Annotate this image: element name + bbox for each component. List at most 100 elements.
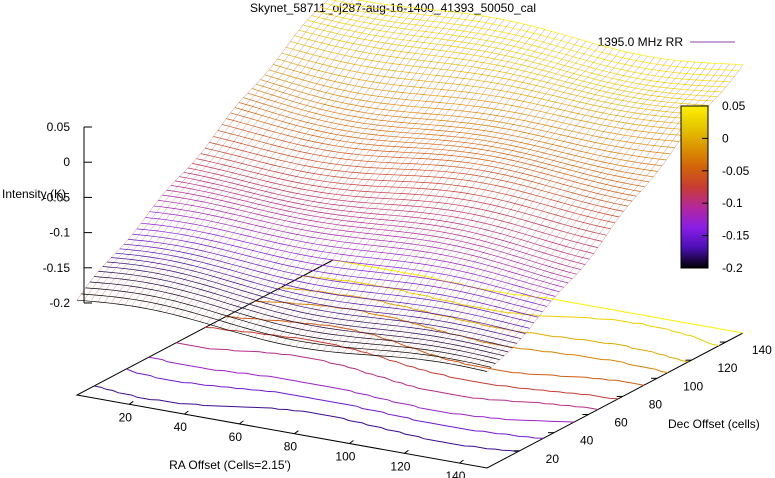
- surface-col: [213, 13, 470, 326]
- surface-col: [281, 27, 539, 345]
- surface-col: [377, 53, 634, 356]
- surface-col: [452, 62, 710, 365]
- surface-row: [81, 293, 492, 368]
- contour-line: [126, 368, 544, 439]
- contour-line: [332, 259, 744, 334]
- y-tick-label: 120: [717, 361, 737, 375]
- surface-col: [275, 25, 532, 343]
- surface-row: [222, 124, 633, 202]
- surface-row: [226, 118, 637, 197]
- surface-col: [295, 31, 552, 347]
- surface-col: [90, 0, 345, 302]
- y-tick-label: 100: [683, 379, 703, 393]
- surface-col: [172, 9, 429, 315]
- surface-col: [83, 0, 337, 301]
- x-tick-label: 60: [229, 430, 243, 444]
- contour-lines: [94, 259, 744, 453]
- surface-col: [165, 8, 422, 313]
- surface-col: [425, 60, 682, 361]
- x-tick-label: 80: [284, 440, 298, 454]
- surface-col: [138, 5, 395, 308]
- contour-line: [302, 275, 720, 347]
- surface-col: [398, 57, 655, 358]
- surface-col: [97, 0, 353, 303]
- surface-col: [370, 51, 627, 356]
- x-tick: [128, 400, 134, 405]
- surface-row: [209, 142, 620, 218]
- surface-col: [418, 60, 675, 360]
- z-tick-label: 0.05: [47, 120, 71, 134]
- surface-col: [466, 63, 723, 368]
- x-tick-label: 100: [335, 450, 355, 464]
- surface-col: [391, 56, 648, 357]
- y-tick-label: 60: [614, 416, 628, 430]
- z-tick-label: -0.1: [49, 226, 70, 240]
- surface-row: [123, 243, 534, 324]
- surface-col: [445, 62, 703, 364]
- surface-col: [350, 46, 607, 354]
- x-tick-label: 20: [119, 410, 133, 424]
- surface-col: [145, 6, 402, 309]
- surface-col: [411, 59, 669, 359]
- x-tick: [294, 430, 299, 435]
- z-tick-label: -0.05: [43, 190, 71, 204]
- surface-col: [309, 35, 566, 350]
- chart-title: Skynet_58711_oj287-aug-16-1400_41393_500…: [250, 1, 536, 15]
- surface-col: [336, 43, 593, 353]
- surface-col: [459, 63, 716, 366]
- surface-row: [98, 271, 509, 353]
- contour-line: [94, 385, 518, 453]
- x-tick-label: 40: [174, 420, 188, 434]
- surface-col: [220, 14, 477, 328]
- x-tick: [349, 440, 354, 444]
- y-tick-label: 80: [649, 397, 663, 411]
- surface-col: [192, 11, 450, 320]
- surface-col: [357, 48, 614, 355]
- surface-col: [322, 39, 580, 352]
- colorbar-tick-label: -0.15: [722, 229, 750, 243]
- surface-col: [363, 50, 621, 355]
- surface-col: [343, 44, 600, 354]
- z-axis: 0.05 0 -0.05 -0.1 -0.15 -0.2: [43, 120, 92, 310]
- surface-row: [281, 52, 692, 125]
- surface-col: [131, 4, 388, 307]
- surface-col: [104, 0, 361, 303]
- surface-col: [432, 61, 689, 362]
- surface-col: [186, 10, 443, 319]
- y-axis-label: Dec Offset (cells): [668, 417, 760, 431]
- surface-col: [233, 16, 491, 332]
- y-axis: 20 40 60 80 100 120 140: [513, 341, 772, 466]
- surface-col: [124, 3, 381, 306]
- surface-row: [102, 266, 513, 349]
- y-tick-label: 40: [580, 434, 594, 448]
- colorbar-fill: [680, 105, 709, 269]
- x-tick: [184, 410, 189, 415]
- surface-col: [179, 9, 436, 317]
- surface-col: [206, 12, 463, 324]
- surface-col: [110, 1, 368, 304]
- x-tick: [404, 449, 409, 454]
- z-axis-label: Intensity (K): [2, 187, 66, 201]
- surface-col: [158, 7, 416, 312]
- surface-col: [288, 29, 545, 346]
- surface-col: [199, 12, 457, 322]
- surface-col: [384, 54, 641, 357]
- colorbar-tick-label: -0.05: [722, 164, 750, 178]
- z-tick-label: -0.15: [43, 261, 71, 275]
- surface-col: [316, 37, 573, 351]
- surface-col: [227, 15, 484, 330]
- surface-col: [439, 61, 696, 363]
- surface-col: [302, 33, 559, 349]
- y-tick-label: 20: [546, 452, 560, 466]
- surface-col: [268, 24, 525, 342]
- x-axis-label: RA Offset (Cells=2.15'): [169, 458, 291, 472]
- colorbar-tick-label: -0.1: [722, 196, 743, 210]
- x-tick: [239, 420, 244, 425]
- y-tick-label: 140: [752, 343, 772, 357]
- contour-line: [175, 342, 598, 410]
- base-plane: [75, 259, 744, 469]
- contour-line: [148, 356, 575, 423]
- legend-label: 1395.0 MHz RR: [598, 35, 684, 49]
- base-frame: [75, 259, 744, 469]
